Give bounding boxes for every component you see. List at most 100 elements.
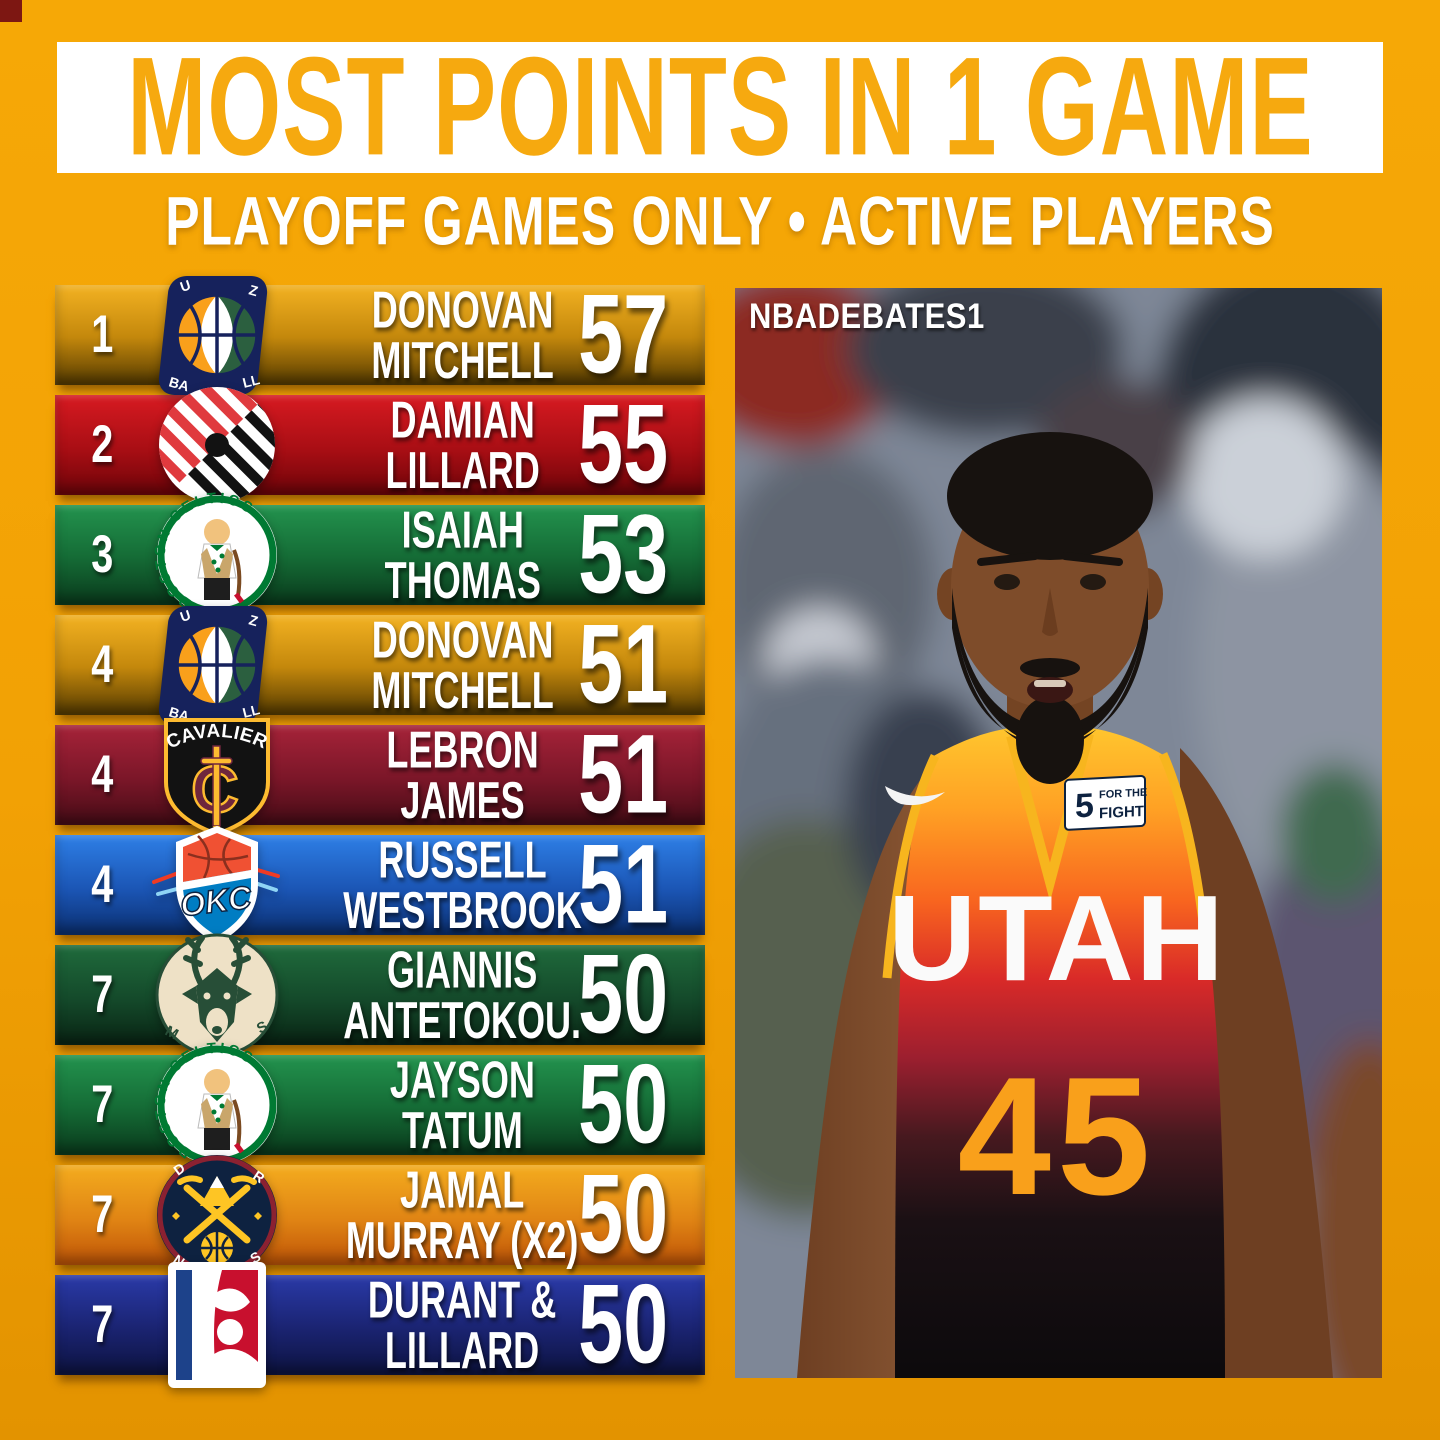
leaderboard-row-7: 7 M S (55, 932, 705, 1057)
player-name-line1: DONOVAN (371, 610, 554, 669)
points-cell: 51 (567, 822, 679, 946)
player-name-line1: RUSSELL (378, 830, 547, 889)
nike-swoosh-icon (885, 786, 945, 806)
leaderboard-row-8: 7 BOSTON CELTICS (55, 1040, 705, 1167)
player-name-line2: MITCHELL (371, 661, 554, 720)
okc-thunder-logo: OKC (151, 820, 283, 950)
player-name-line2: THOMAS (384, 551, 541, 610)
player-name-line2: JAMES (400, 771, 525, 830)
leaderboard-row-9: 7 (55, 1152, 705, 1277)
points-value: 50 (577, 1042, 669, 1167)
rank-cell: 4 (55, 835, 150, 935)
svg-text:OKC: OKC (178, 879, 254, 924)
trail-blazers-logo (151, 380, 283, 510)
points-value: 51 (577, 602, 669, 727)
player-name-line1: GIANNIS (387, 940, 538, 999)
jersey-number: 45 (958, 1042, 1157, 1230)
svg-text:LL: LL (241, 701, 262, 721)
svg-text:U: U (178, 277, 193, 295)
nba-logo (151, 1260, 283, 1390)
rank-label: 7 (91, 965, 114, 1024)
leaderboard-row-10: 7 DURANT & LILLARD 50 (55, 1262, 705, 1388)
player-name-line1: JAYSON (389, 1050, 536, 1109)
corner-mark (0, 0, 22, 22)
player-cell: JAYSON TATUM (300, 1050, 625, 1160)
leaderboard-row-1: 1 U Z BA LL (55, 272, 705, 397)
points-value: 50 (577, 932, 669, 1057)
svg-text:FOR THE: FOR THE (1099, 787, 1147, 802)
rank-cell: 3 (55, 505, 150, 605)
utah-jazz-logo: U Z BA LL (151, 270, 283, 400)
bucks-logo: M S (151, 930, 283, 1060)
player-name-line2: LILLARD (385, 441, 540, 500)
points-cell: 55 (567, 382, 679, 506)
player-cell: DURANT & LILLARD (300, 1274, 625, 1376)
rank-label: 1 (91, 305, 114, 364)
nuggets-logo: D R N S (151, 1150, 283, 1280)
rank-label: 7 (91, 1185, 114, 1244)
points-value: 55 (577, 382, 669, 507)
points-cell: 51 (567, 712, 679, 836)
points-cell: 57 (567, 272, 679, 396)
cavaliers-logo: CAVALIERS C (151, 710, 283, 840)
player-name-line2: ANTETOKOU. (343, 991, 582, 1050)
rank-cell: 2 (55, 395, 150, 495)
rank-cell: 7 (55, 945, 150, 1045)
player-name-line2: MITCHELL (371, 331, 554, 390)
utah-jazz-logo: U Z BA LL (151, 600, 283, 730)
rank-label: 4 (91, 855, 114, 914)
rank-label: 7 (91, 1075, 114, 1134)
page-title: MOST POINTS IN 1 GAME (126, 28, 1314, 186)
leaderboard-row-3: BOSTON CELTICS 3 ISAIAH THOMAS 5 (55, 490, 705, 617)
player-cell: GIANNIS ANTETOKOU. (300, 940, 625, 1050)
title-banner: MOST POINTS IN 1 GAME (57, 28, 1383, 185)
watermark-label: NBADEBATES1 (749, 296, 985, 337)
player-name-line1: JAMAL (400, 1160, 525, 1219)
celtics-logo: BOSTON CELTICS (151, 490, 283, 620)
player-cell: ISAIAH THOMAS (300, 500, 625, 610)
points-value: 53 (577, 492, 669, 617)
rank-label: 4 (91, 635, 114, 694)
player-cell: RUSSELL WESTBROOK (300, 830, 625, 936)
rank-cell: 4 (55, 725, 150, 825)
rank-label: 2 (91, 415, 114, 474)
player-name-line2: MURRAY (X2) (346, 1211, 579, 1270)
player-cell: DAMIAN LILLARD (300, 390, 625, 500)
leaderboard-row-5: 4 CAVALIERS C LEBRON JAMES 51 (55, 710, 705, 837)
subtitle-row: PLAYOFF GAMES ONLY • ACTIVE PLAYERS (0, 182, 1440, 259)
rank-label: 4 (91, 745, 114, 804)
player-name-line1: ISAIAH (401, 500, 524, 559)
page-subtitle: PLAYOFF GAMES ONLY • ACTIVE PLAYERS (165, 182, 1275, 259)
leaderboard-list: 1 U Z BA LL (55, 272, 705, 1388)
player-name-line1: DONOVAN (371, 280, 554, 339)
svg-text:5: 5 (1075, 787, 1094, 826)
player-name-line1: LEBRON (386, 720, 539, 779)
svg-text:LL: LL (241, 371, 262, 391)
points-cell: 50 (567, 932, 679, 1056)
player-cell: LEBRON JAMES (300, 720, 625, 830)
rank-cell: 7 (55, 1275, 150, 1375)
leaderboard-row-6: 4 OKC RUS (55, 822, 705, 947)
svg-text:FIGHT: FIGHT (1099, 803, 1144, 822)
rank-label: 3 (91, 525, 114, 584)
jersey-wordmark: UTAH (888, 870, 1226, 1006)
player-figure: 5 FOR THE FIGHT UTAH 45 (797, 432, 1333, 1378)
points-cell: 51 (567, 602, 679, 726)
points-cell: 50 (567, 1152, 679, 1276)
player-cell: JAMAL MURRAY (X2) (300, 1160, 625, 1270)
points-value: 50 (577, 1152, 669, 1277)
points-cell: 50 (567, 1042, 679, 1166)
player-cell: DONOVAN MITCHELL (300, 280, 625, 390)
player-cell: DONOVAN MITCHELL (300, 610, 625, 720)
leaderboard-row-4: 4 U Z BA LL (55, 602, 705, 727)
five-for-the-fight-patch: 5 FOR THE FIGHT (1064, 775, 1147, 831)
svg-text:BA: BA (167, 374, 191, 395)
player-name-line2: TATUM (402, 1101, 523, 1160)
points-value: 51 (577, 712, 669, 837)
rank-label: 7 (91, 1295, 114, 1354)
points-cell: 50 (567, 1262, 679, 1386)
player-name-line1: DAMIAN (390, 390, 535, 449)
points-value: 51 (577, 822, 669, 947)
rank-cell: 7 (55, 1165, 150, 1265)
